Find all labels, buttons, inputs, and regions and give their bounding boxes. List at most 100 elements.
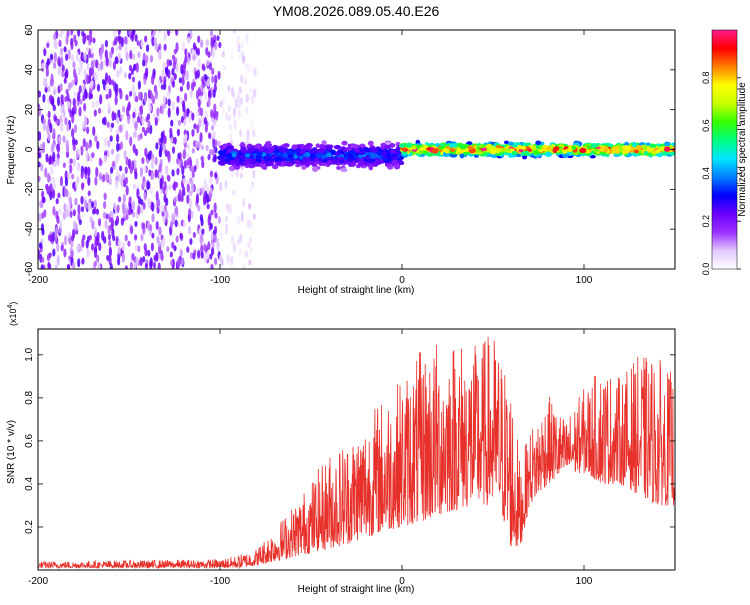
spectrogram-cell — [503, 152, 510, 156]
spectrogram-cell — [192, 252, 196, 260]
spectrogram-cell — [186, 143, 190, 151]
spectrogram-cell — [178, 77, 182, 84]
spectrogram-cell — [67, 49, 71, 60]
spectrogram-cell — [115, 116, 120, 124]
snr-y-tick-label: 0.8 — [24, 390, 35, 404]
spectrogram-cell — [237, 51, 241, 62]
spectrogram-cell — [579, 147, 587, 153]
spectrogram-cell — [643, 150, 649, 155]
spectrogram-cell — [201, 160, 205, 169]
spectrogram-cell — [319, 143, 325, 150]
spectrogram-cell — [147, 249, 151, 257]
spectrogram-cell — [53, 51, 57, 63]
spectrogram-cell — [226, 253, 230, 262]
spectrogram-cell — [213, 154, 217, 163]
spectrogram-cell — [216, 238, 220, 248]
spectrogram-cell — [80, 206, 85, 213]
spectrogram-cell — [44, 87, 48, 93]
spectrogram-cell — [209, 253, 213, 260]
spectrogram-cell — [140, 234, 144, 242]
spectrogram-cell — [108, 174, 112, 185]
spectrogram-cell — [223, 158, 231, 163]
spectrogram-cell — [286, 149, 294, 156]
snr-panel: -200 -100 0 100 0.2 0.4 0.6 0.8 1.0 Height of s… — [6, 302, 676, 595]
spectrogram-cell — [60, 57, 64, 66]
spectrogram-cell — [209, 170, 214, 178]
spectrogram-cell — [143, 93, 148, 103]
spectrogram-cell — [49, 190, 53, 201]
spectrogram-cell — [206, 203, 210, 210]
spectrogram-cell — [217, 215, 221, 225]
spectrogram-cell — [219, 181, 223, 192]
spectrogram-cell — [645, 142, 651, 146]
spectrogram-cell — [593, 148, 600, 153]
spectrogram-cell — [173, 72, 177, 79]
spectrogram-cell — [65, 68, 69, 79]
spectrogram-cell — [249, 86, 253, 95]
spectrogram-cell — [144, 35, 148, 43]
spectrogram-cell — [515, 153, 522, 158]
spectrogram-cell — [125, 214, 129, 221]
spectrogram-cell — [145, 44, 150, 53]
spectrogram-cell — [130, 31, 135, 42]
spectrogram-cell — [239, 172, 244, 179]
spectrogram-cell — [67, 172, 71, 180]
spectrogram-cell — [207, 132, 212, 140]
spectrogram-cell — [44, 77, 48, 84]
spectrogram-cell — [239, 74, 244, 84]
spectrogram-cell — [129, 261, 133, 269]
spectrogram-cell — [340, 146, 346, 151]
spectrogram-cell — [197, 35, 201, 44]
spectrogram-cell — [65, 150, 70, 159]
spectrogram-cell — [64, 235, 68, 246]
spectrogram-cell — [77, 91, 81, 102]
spectrogram-cell — [318, 148, 326, 154]
spectrogram-cell — [72, 143, 76, 152]
spectrogram-cell — [116, 133, 120, 143]
spectrogram-cell — [72, 61, 76, 69]
spectrogram-cell — [65, 139, 69, 150]
spectrogram-cell — [442, 148, 449, 152]
spectrogram-cell — [175, 30, 179, 37]
spectrogram-cell — [73, 220, 77, 230]
spectrogram-cell — [112, 61, 116, 71]
spectrogram-cell — [72, 97, 76, 107]
spectrogram-cell — [213, 202, 217, 213]
spectrogram-cell — [116, 152, 120, 162]
spectrogram-cell — [71, 261, 76, 269]
spectrogram-cell — [38, 161, 41, 168]
spectrogram-cell — [104, 137, 108, 148]
spectrogram-cell — [114, 95, 118, 106]
spectrogram-cell — [219, 100, 223, 108]
snr-frame — [37, 328, 676, 571]
spectrogram-cell — [174, 219, 178, 228]
spectrogram-cell — [490, 149, 496, 155]
spectrogram-cell — [320, 162, 328, 167]
spectrogram-cell — [211, 75, 215, 84]
spectrogram-cell — [248, 259, 252, 266]
spectrogram-cell — [186, 246, 190, 253]
spectrogram-cell — [42, 93, 46, 103]
spectrogram-cell — [124, 234, 128, 242]
spectrogram-cell — [624, 145, 632, 151]
spectrogram-cell — [175, 235, 179, 243]
spectrogram-cell — [78, 218, 82, 226]
spectrogram-cell — [132, 261, 137, 269]
spectrogram-cell — [118, 124, 123, 132]
spectrogram-cell — [120, 113, 124, 120]
spectrogram-cell — [274, 156, 281, 162]
spectrogram-cell — [148, 104, 152, 113]
spectrogram-cell — [97, 218, 102, 227]
spectrogram-cell — [246, 218, 251, 228]
spectrogram-cell — [203, 91, 207, 101]
spectrogram-cell — [99, 94, 103, 105]
spectrogram-cell — [230, 160, 236, 165]
spectrogram-cell — [304, 161, 311, 167]
spectrogram-cell — [90, 243, 95, 251]
spectrogram-cell — [211, 48, 215, 59]
spectrogram-cell — [146, 126, 150, 134]
spectrogram-cell — [562, 153, 569, 158]
spectrogram-cell — [76, 243, 80, 254]
spectrogram-cell — [204, 74, 208, 82]
